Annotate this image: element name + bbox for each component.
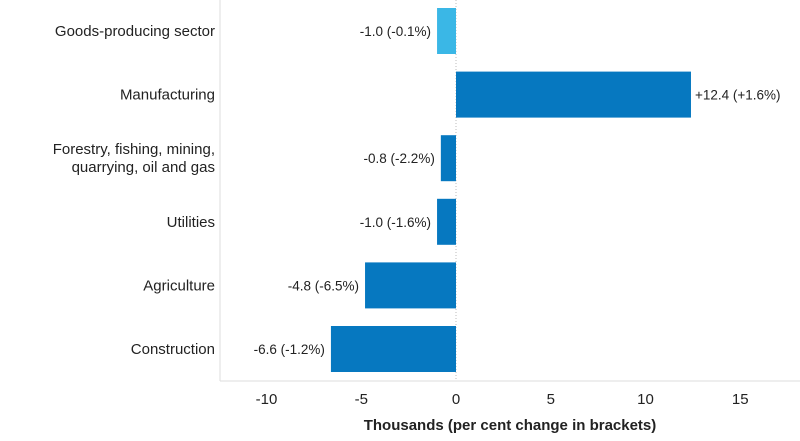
bar (437, 8, 456, 54)
plot-area: -1.0 (-0.1%) Goods-producing sector +12.4 … (53, 0, 800, 408)
x-tick-label: 0 (452, 391, 460, 408)
category-label: Agriculture (143, 277, 215, 294)
bar (440, 135, 456, 182)
category-label: Manufacturing (120, 87, 215, 104)
x-tick-label: 15 (732, 391, 749, 408)
x-axis-title: Thousands (per cent change in brackets) (364, 417, 657, 434)
x-tick-label: 10 (637, 391, 654, 408)
data-label: -4.8 (-6.5%) (288, 278, 359, 293)
data-label: -1.0 (-1.6%) (360, 215, 431, 230)
category-label: Construction (131, 341, 215, 358)
bar (365, 262, 456, 309)
category-label: Utilities (167, 214, 215, 231)
data-label: -6.6 (-1.2%) (254, 342, 325, 357)
category-label-line: Agriculture (143, 277, 215, 294)
bar (456, 71, 691, 118)
category-label-line: quarrying, oil and gas (72, 159, 215, 176)
bar (330, 326, 456, 372)
category-label-line: Forestry, fishing, mining, (53, 141, 215, 158)
data-label: -0.8 (-2.2%) (364, 151, 435, 166)
data-label: -1.0 (-0.1%) (360, 24, 431, 39)
category-label-line: Construction (131, 341, 215, 358)
category-label-line: Manufacturing (120, 87, 215, 104)
data-label: +12.4 (+1.6%) (695, 88, 781, 103)
bar (437, 198, 456, 245)
category-label: Goods-producing sector (55, 23, 215, 40)
x-tick-label: 5 (547, 391, 555, 408)
category-label: Forestry, fishing, mining, quarrying, oil… (53, 141, 215, 176)
x-tick-label: -10 (256, 391, 278, 408)
category-label-line: Utilities (167, 214, 215, 231)
category-label-line: Goods-producing sector (55, 23, 215, 40)
x-tick-label: -5 (355, 391, 368, 408)
